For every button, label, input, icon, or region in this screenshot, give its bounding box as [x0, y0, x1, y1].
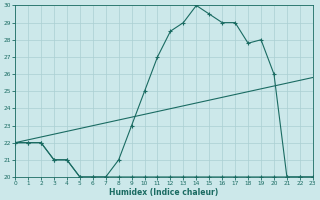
X-axis label: Humidex (Indice chaleur): Humidex (Indice chaleur) [109, 188, 219, 197]
